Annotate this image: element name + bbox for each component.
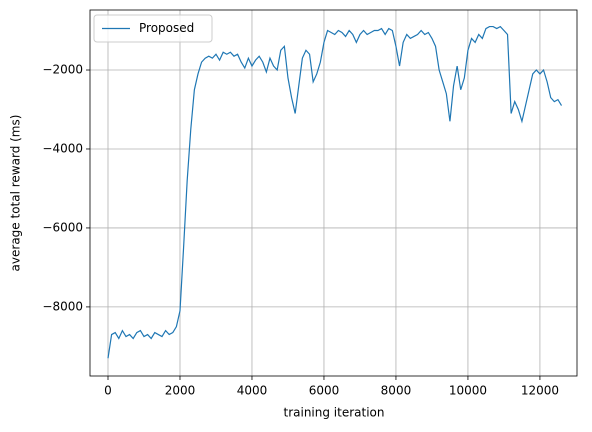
y-tick-label: −2000: [42, 63, 83, 77]
x-tick-label: 0: [104, 384, 112, 398]
x-axis-label: training iteration: [284, 406, 385, 420]
x-tick-label: 6000: [309, 384, 340, 398]
y-tick-label: −4000: [42, 141, 83, 155]
y-tick-label: −6000: [42, 220, 83, 234]
legend-box: [93, 14, 213, 43]
data-line: [107, 25, 563, 359]
y-axis-label: average total reward (ms): [9, 115, 23, 272]
y-tick-label: −8000: [42, 299, 83, 313]
legend: Proposed: [93, 14, 213, 43]
x-tick-label: 10000: [449, 384, 487, 398]
x-tick-label: 2000: [165, 384, 196, 398]
x-tick-label: 8000: [381, 384, 412, 398]
x-tick-label: 4000: [237, 384, 268, 398]
x-tick-label: 12000: [521, 384, 559, 398]
plot-frame: [89, 9, 578, 377]
legend-label: Proposed: [139, 21, 194, 35]
